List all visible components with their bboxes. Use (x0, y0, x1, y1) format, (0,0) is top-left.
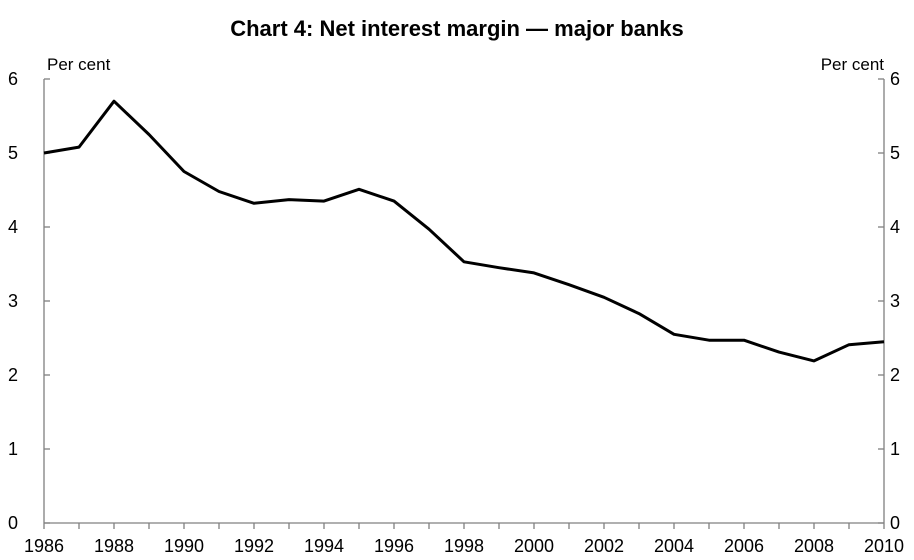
x-tick-label: 2002 (584, 536, 624, 556)
left-axis-unit: Per cent (47, 55, 111, 74)
x-tick-label: 2010 (864, 536, 904, 556)
series-line-1 (43, 99, 885, 363)
x-tick-label: 1996 (374, 536, 414, 556)
left-y-tick-label: 2 (8, 365, 18, 385)
series-group (43, 99, 885, 363)
tick-labels: 0 0 1 1 2 2 3 3 4 4 5 5 6 6 1986 1988 1990 1992 1994 1996 19… (8, 69, 904, 556)
left-y-tick-label: 3 (8, 291, 18, 311)
right-y-tick-label: 1 (890, 439, 900, 459)
x-tick-label: 2000 (514, 536, 554, 556)
left-y-tick-label: 1 (8, 439, 18, 459)
left-y-tick-label: 4 (8, 217, 18, 237)
x-tick-label: 2006 (724, 536, 764, 556)
chart-axes (43, 78, 885, 529)
right-y-tick-label: 2 (890, 365, 900, 385)
x-tick-label: 1994 (304, 536, 344, 556)
x-tick-label: 1986 (24, 536, 64, 556)
right-y-tick-label: 4 (890, 217, 900, 237)
x-tick-label: 2008 (794, 536, 834, 556)
left-y-tick-label: 5 (8, 143, 18, 163)
right-y-tick-label: 5 (890, 143, 900, 163)
right-y-tick-label: 6 (890, 69, 900, 89)
x-tick-label: 1990 (164, 536, 204, 556)
right-y-tick-label: 3 (890, 291, 900, 311)
left-y-tick-label: 0 (8, 513, 18, 533)
x-tick-label: 1988 (94, 536, 134, 556)
x-tick-label: 1998 (444, 536, 484, 556)
right-y-tick-label: 0 (890, 513, 900, 533)
x-tick-label: 2004 (654, 536, 694, 556)
x-tick-label: 1992 (234, 536, 274, 556)
right-axis-unit: Per cent (821, 55, 885, 74)
chart-title: Chart 4: Net interest margin — major ban… (230, 16, 684, 41)
left-y-tick-label: 6 (8, 69, 18, 89)
